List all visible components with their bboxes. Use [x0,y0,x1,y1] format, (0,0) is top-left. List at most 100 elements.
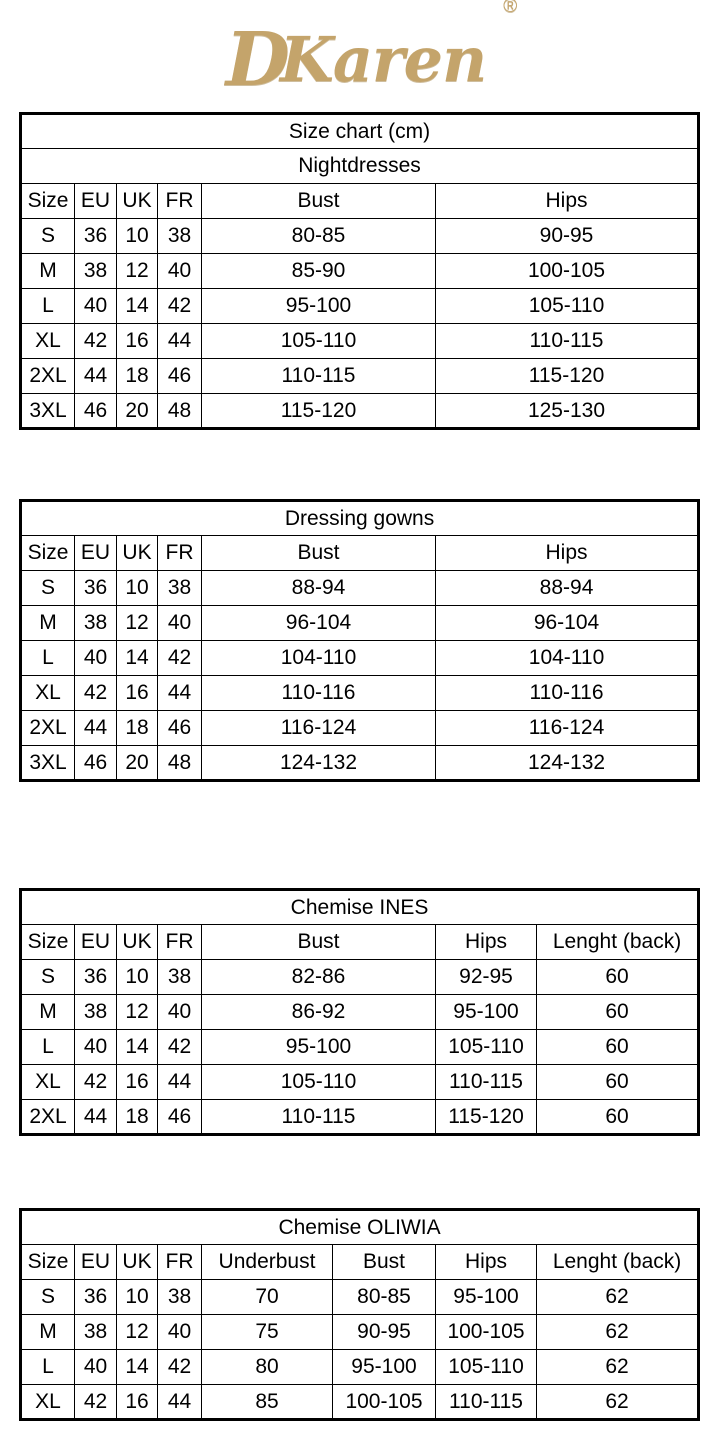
column-header-bust: Bust [201,183,436,219]
cell-fr: 38 [157,959,202,995]
table-spacer [19,782,697,888]
column-header-fr: FR [157,1244,202,1280]
cell-hips: 105-110 [435,1029,537,1065]
cell-size: S [20,570,75,606]
table-row: S 36 10 38 70 80-85 95-100 62 [20,1279,700,1315]
cell-size: M [20,994,75,1030]
cell-uk: 10 [116,959,158,995]
cell-bust: 86-92 [201,994,436,1030]
cell-bust: 110-115 [201,1099,436,1135]
cell-length-back: 60 [535,959,700,995]
column-header-bust: Bust [332,1244,436,1280]
cell-eu: 42 [74,323,117,359]
table-row: S 36 10 38 82-86 92-95 60 [20,959,700,995]
cell-uk: 14 [116,640,158,676]
cell-hips: 105-110 [435,1349,537,1385]
column-header-row: Size EU UK FR Underbust Bust Hips Lenght… [20,1244,700,1280]
cell-uk: 16 [116,1384,158,1420]
cell-size: L [20,288,75,324]
cell-fr: 46 [157,710,202,746]
table-row: 2XL 44 18 46 116-124 116-124 [20,710,700,746]
column-header-size: Size [20,535,75,571]
cell-hips: 115-120 [435,358,699,394]
table-row: L 40 14 42 80 95-100 105-110 62 [20,1349,700,1385]
cell-eu: 38 [74,253,117,289]
cell-size: 2XL [20,358,75,394]
title-row: Chemise OLIWIA [20,1209,699,1245]
column-header-eu: EU [74,924,117,960]
cell-size: S [20,959,75,995]
column-header-size: Size [20,183,75,219]
cell-size: XL [20,1064,75,1100]
column-header-length-back: Lenght (back) [535,924,700,960]
title-row: Nightdresses [20,148,699,184]
title-row: Chemise INES [20,889,699,925]
cell-size: L [20,1349,75,1385]
cell-underbust: 75 [201,1314,333,1350]
cell-length-back: 60 [535,1064,700,1100]
size-table-dressing-gowns: Dressing gowns Size EU UK FR Bust Hips S… [19,499,701,782]
cell-eu: 36 [74,570,117,606]
cell-length-back: 62 [535,1279,700,1315]
cell-size: L [20,640,75,676]
cell-size: 3XL [20,393,75,429]
cell-length-back: 62 [535,1314,700,1350]
cell-fr: 42 [157,640,202,676]
column-header-length-back: Lenght (back) [535,1244,700,1280]
cell-bust: 80-85 [201,218,436,254]
cell-bust: 105-110 [201,1064,436,1100]
cell-uk: 16 [116,675,158,711]
brand-logo-name: Karen [279,23,487,96]
table-row: 3XL 46 20 48 115-120 125-130 [20,393,699,429]
cell-eu: 40 [74,1029,117,1065]
cell-size: 2XL [20,710,75,746]
cell-hips: 110-115 [435,323,699,359]
size-chart-banner: Size chart (cm) [20,113,699,149]
cell-fr: 46 [157,1099,202,1135]
cell-bust: 95-100 [332,1349,436,1385]
table-title-chemise-oliwia: Chemise OLIWIA [20,1209,699,1245]
column-header-size: Size [20,1244,75,1280]
column-header-hips: Hips [435,924,537,960]
cell-size: 2XL [20,1099,75,1135]
cell-hips: 96-104 [434,605,700,641]
cell-eu: 40 [74,1349,117,1385]
cell-eu: 40 [74,288,117,324]
cell-uk: 10 [116,1279,158,1315]
table-title-dressing-gowns: Dressing gowns [20,500,699,536]
cell-eu: 38 [74,605,117,641]
cell-hips: 95-100 [435,994,537,1030]
column-header-eu: EU [74,535,117,571]
cell-hips: 105-110 [435,288,699,324]
column-header-fr: FR [157,535,202,571]
table-row: M 38 12 40 86-92 95-100 60 [20,994,700,1030]
cell-fr: 44 [157,675,202,711]
table-spacer [19,430,697,499]
cell-eu: 44 [74,358,117,394]
table-row: 3XL 46 20 48 124-132 124-132 [20,745,700,781]
table-row: M 38 12 40 96-104 96-104 [20,605,700,641]
cell-eu: 40 [74,640,117,676]
table-row: L 40 14 42 95-100 105-110 [20,288,699,324]
cell-size: L [20,1029,75,1065]
table-row: XL 42 16 44 85 100-105 110-115 62 [20,1384,700,1420]
cell-hips: 100-105 [435,1314,537,1350]
column-header-uk: UK [116,1244,158,1280]
cell-bust: 124-132 [201,745,436,781]
cell-hips: 110-115 [435,1064,537,1100]
table-row: S 36 10 38 88-94 88-94 [20,570,700,606]
table-spacer [19,1136,697,1208]
cell-fr: 40 [157,605,202,641]
cell-underbust: 85 [201,1384,333,1420]
cell-uk: 16 [116,1064,158,1100]
cell-eu: 42 [74,1384,117,1420]
cell-hips: 92-95 [435,959,537,995]
cell-uk: 20 [116,745,158,781]
cell-bust: 88-94 [201,570,436,606]
cell-hips: 124-132 [434,745,700,781]
table-title-nightdresses: Nightdresses [20,148,699,184]
cell-bust: 115-120 [201,393,436,429]
cell-uk: 10 [116,218,158,254]
cell-uk: 20 [116,393,158,429]
cell-uk: 18 [116,710,158,746]
